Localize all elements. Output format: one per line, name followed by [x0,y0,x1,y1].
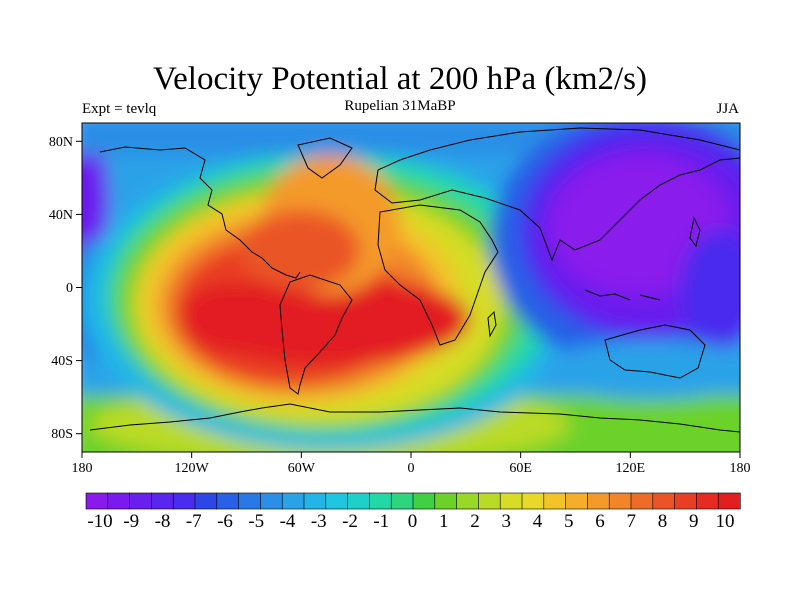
colorbar-cell [696,492,719,510]
lat-tick-label: 0 [66,281,73,296]
period-label: Rupelian 31MaBP [344,98,456,114]
colorbar-label: -4 [280,511,296,532]
colorbar-label: 2 [470,511,480,532]
colorbar-cell [434,492,458,510]
lat-tick-label: 80S [51,427,73,442]
lon-tick-label: 60E [509,461,532,476]
lat-tick-label: 80N [49,135,73,150]
colorbar [85,492,741,510]
coast-antarctica [89,403,740,433]
lon-tick-label: 120E [616,461,646,476]
colorbar-label: -5 [248,511,264,532]
colorbar-cell [652,492,676,510]
colorbar-cell [587,492,610,510]
colorbar-cell [216,492,240,510]
colorbar-cell [238,492,262,510]
colorbar-cell [129,492,153,510]
colorbar-cell [521,492,545,510]
colorbar-cell [347,492,371,510]
colorbar-label: -10 [87,511,112,532]
lon-tick-label: 180 [72,461,93,476]
colorbar-cell [543,492,567,510]
colorbar-label: -9 [123,511,139,532]
coastlines [89,127,740,433]
coast-eurasia [374,127,740,262]
coast-greenland [297,137,353,179]
coast-africa [377,204,499,346]
colorbar-cell [478,492,501,510]
colorbar-label: 7 [627,511,637,532]
colorbar-cell [565,492,588,510]
lon-tick-label: 180 [730,461,751,476]
tick-marks [76,140,741,458]
coast-australia [604,324,706,379]
colorbar-cell [499,492,523,510]
coast-indonesia [584,289,661,301]
colorbar-label: 1 [439,511,449,532]
colorbar-label: 6 [595,511,605,532]
colorbar-cell [390,492,414,510]
velocity-potential-field [82,123,740,452]
colorbar-label: -8 [155,511,171,532]
colorbar-cell [456,492,480,510]
colorbar-label: 4 [533,511,543,532]
colorbar-cell [260,492,283,510]
colorbar-label: 3 [502,511,512,532]
colorbar-cell [151,492,174,510]
colorbar-label: 8 [658,511,668,532]
colorbar-cell [85,492,109,510]
lon-tick-label: 60W [288,461,316,476]
colorbar-cell [630,492,654,510]
plot-title: Velocity Potential at 200 hPa (km2/s) [152,61,648,97]
colorbar-cell [674,492,697,510]
colorbar-label: 9 [689,511,699,532]
colorbar-cell [194,492,218,510]
colorbar-cell [303,492,327,510]
colorbar-label: -3 [311,511,327,532]
lon-tick-label: 120W [175,461,210,476]
colorbar-label: -2 [342,511,358,532]
lat-tick-label: 40N [49,208,73,223]
colorbar-cell [412,492,436,510]
colorbar-cell [172,492,196,510]
colorbar-cell [107,492,131,510]
coast-japan [689,216,701,248]
colorbar-label: 0 [408,511,418,532]
colorbar-label: -6 [217,511,233,532]
lat-tick-label: 40S [51,354,73,369]
colorbar-label: 10 [716,511,735,532]
coast-madagascar [487,310,497,338]
colorbar-label: -7 [186,511,202,532]
colorbar-label: 5 [564,511,574,532]
colorbar-cell [717,492,741,510]
colorbar-cell [369,492,392,510]
colorbar-cell [281,492,305,510]
colorbar-cell [608,492,632,510]
season-label: JJA [716,101,739,117]
colorbar-cell [325,492,349,510]
colorbar-label: -1 [373,511,389,532]
experiment-label: Expt = tevlq [82,101,157,117]
coast-south-america [279,274,353,395]
lon-tick-label: 0 [408,461,415,476]
coast-north-america [99,146,301,279]
colorbar-labels: -10 -9 -8 -7 -6 -5 -4 -3 -2 -1 0 1 2 3 4 5 6 7 8 9 10 [87,511,734,532]
